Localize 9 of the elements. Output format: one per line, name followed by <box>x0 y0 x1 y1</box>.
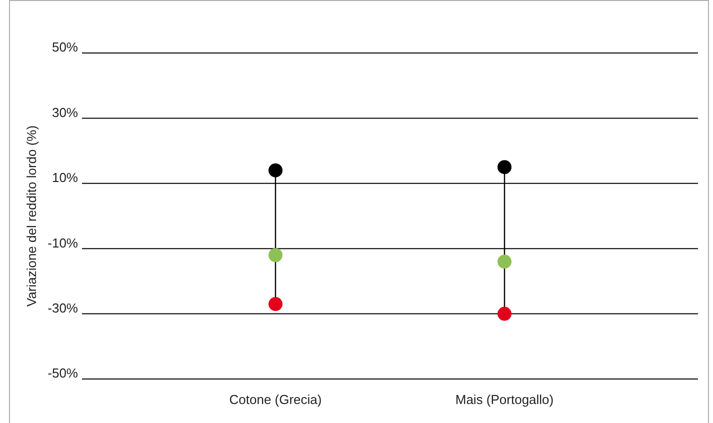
y-tick-label: -50% <box>48 366 78 381</box>
y-axis-title: Variazione del reddito lordo (%) <box>24 125 39 307</box>
y-tick-label: 30% <box>52 104 78 120</box>
y-tick-label: 10% <box>52 170 78 186</box>
x-tick-label: Mais (Portogallo) <box>455 392 554 407</box>
y-tick-label: -30% <box>48 300 78 316</box>
y-tick-label: -10% <box>48 235 78 250</box>
x-tick-label: Cotone (Grecia) <box>229 392 322 407</box>
y-tick-label: 50% <box>52 40 78 55</box>
